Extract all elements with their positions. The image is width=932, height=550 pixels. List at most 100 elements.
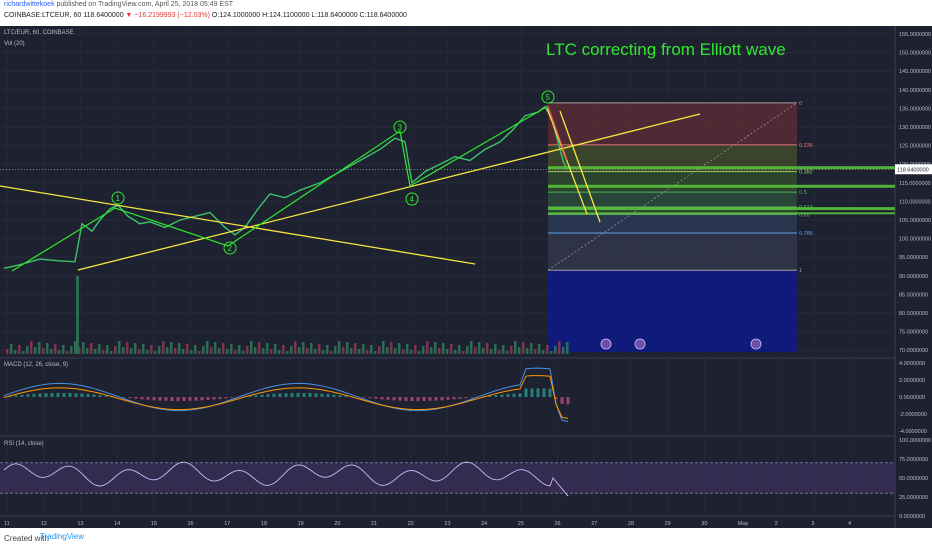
macd-histogram-bar [86, 394, 90, 397]
volume-bar [410, 350, 413, 354]
price-axis-label: 85.0000000 [899, 292, 928, 298]
time-axis-label: 19 [298, 521, 304, 527]
price-axis-label: 115.0000000 [899, 181, 931, 187]
elliott-wave-line [11, 105, 549, 272]
chart-canvas[interactable]: 155.0000000150.0000000145.0000000140.000… [0, 26, 932, 528]
macd-histogram-bar [56, 392, 60, 397]
volume-bar [170, 342, 173, 354]
event-marker-icon [600, 338, 612, 350]
time-axis-label: 24 [481, 521, 487, 527]
wave-label-circle [405, 192, 419, 206]
macd-histogram-bar [170, 397, 174, 402]
volume-bar [126, 342, 129, 354]
event-marker-icon [634, 338, 646, 350]
wave-label-number: 1 [116, 194, 121, 203]
volume-bar [294, 341, 297, 354]
volume-bar [174, 348, 177, 354]
tradingview-logo[interactable]: TradingView [40, 532, 85, 541]
volume-bar [566, 342, 569, 354]
volume-bar [458, 345, 461, 354]
volume-bar [334, 346, 337, 354]
volume-bar [438, 348, 441, 354]
macd-histogram-bar [422, 397, 426, 402]
volume-bar [274, 344, 277, 354]
macd-histogram-bar [548, 388, 552, 397]
macd-histogram-bar [134, 397, 138, 399]
macd-histogram-bar [566, 397, 570, 405]
created-with-text: Created with [4, 534, 49, 543]
wave-label-circle [393, 120, 407, 134]
publish-header: richardwittekoek published on TradingVie… [0, 0, 932, 26]
fib-zone [548, 233, 797, 271]
volume-bar [302, 342, 305, 354]
wave-label-circle [541, 90, 555, 104]
trend-line [0, 185, 476, 265]
volume-bar [26, 346, 29, 354]
volume-bar [18, 345, 21, 354]
time-axis-label: 29 [665, 521, 671, 527]
volume-bar [430, 347, 433, 354]
macd-histogram-bar [446, 397, 450, 400]
price-axis-label: 125.0000000 [899, 144, 931, 150]
time-axis-label: 25 [518, 521, 524, 527]
volume-bar [298, 347, 301, 354]
volume-bar [142, 344, 145, 354]
volume-bar [194, 345, 197, 354]
volume-bar [390, 342, 393, 354]
macd-histogram-bar [230, 397, 234, 398]
macd-histogram-bar [398, 397, 402, 401]
macd-histogram-bar [290, 392, 294, 397]
macd-histogram-bar [380, 397, 384, 400]
macd-histogram-bar [26, 394, 30, 397]
volume-bar [46, 343, 49, 354]
wave-label-number: 2 [228, 244, 233, 253]
volume-bar [62, 345, 65, 354]
volume-bar [330, 351, 333, 354]
macd-histogram-bar [200, 397, 204, 401]
author-link[interactable]: richardwittekoek [4, 1, 55, 8]
macd-histogram-bar [92, 394, 96, 397]
volume-bar [98, 344, 101, 354]
volume-bar [482, 348, 485, 354]
macd-histogram-bar [248, 395, 252, 397]
macd-histogram-bar [500, 394, 504, 397]
volume-bar [166, 347, 169, 354]
time-axis-label: 28 [628, 521, 634, 527]
volume-bar [322, 350, 325, 354]
time-axis-label: 30 [701, 521, 707, 527]
volume-bar [418, 351, 421, 354]
macd-histogram-bar [434, 397, 438, 401]
volume-bar [114, 346, 117, 354]
macd-histogram-bar [38, 393, 42, 397]
volume-bar [66, 351, 69, 354]
macd-histogram-bar [554, 397, 558, 400]
chart-area[interactable]: 155.0000000 150.0000000 145.0000000 140.000… [0, 26, 932, 528]
footer: Created with TradingView [0, 528, 932, 550]
publish-line: richardwittekoek published on TradingVie… [4, 1, 233, 8]
volume-bar [230, 344, 233, 354]
volume-bar [278, 350, 281, 354]
volume-bar [186, 344, 189, 354]
volume-bar [58, 350, 61, 354]
fib-level-label: 0.382 [799, 170, 813, 176]
volume-bar [382, 341, 385, 354]
volume-bar [226, 349, 229, 354]
price-change: ▼ −16.2199993 (−12.03%) [125, 12, 210, 19]
macd-histogram-bar [260, 394, 264, 397]
volume-bar [474, 347, 477, 354]
volume-bar [358, 349, 361, 354]
macd-histogram-bar [488, 395, 492, 397]
macd-histogram-bar [158, 397, 162, 401]
volume-bar [534, 349, 537, 354]
time-axis-label: 11 [4, 521, 10, 527]
volume-bar [146, 350, 149, 354]
time-axis-label: 17 [224, 521, 230, 527]
volume-bar [510, 346, 513, 354]
macd-histogram-bar [272, 393, 276, 397]
time-axis-label: 20 [334, 521, 340, 527]
time-axis-label: 27 [591, 521, 597, 527]
volume-bar [234, 350, 237, 354]
correction-line [547, 105, 568, 161]
macd-histogram-bar [206, 397, 210, 400]
macd-histogram-bar [524, 388, 528, 397]
